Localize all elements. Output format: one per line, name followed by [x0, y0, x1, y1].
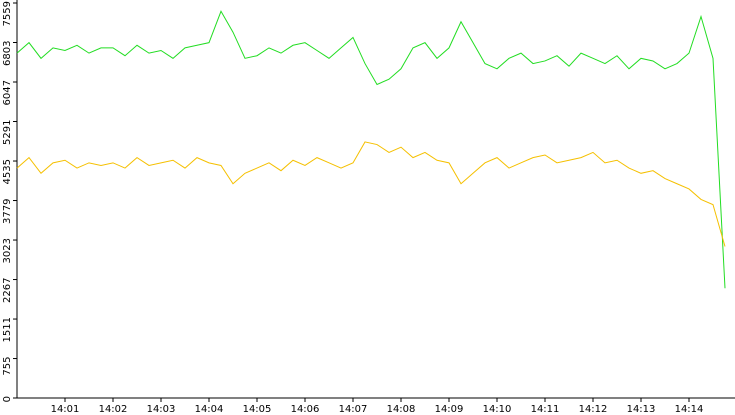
x-tick-label: 14:11 — [531, 404, 560, 415]
y-tick-label: 7559 — [2, 1, 13, 26]
x-tick-label: 14:01 — [51, 404, 80, 415]
x-tick-label: 14:05 — [243, 404, 272, 415]
y-tick-label: 0 — [2, 396, 13, 402]
y-tick-label: 6047 — [2, 80, 13, 105]
y-tick-label: 3023 — [2, 238, 13, 263]
x-tick-label: 14:10 — [483, 404, 512, 415]
series-line — [16, 141, 726, 247]
y-tick-label: 4535 — [2, 159, 13, 184]
x-tick-label: 14:03 — [147, 404, 176, 415]
y-tick-label: 755 — [2, 357, 13, 376]
y-tick-label: 1511 — [2, 317, 13, 342]
x-tick-label: 14:04 — [195, 404, 224, 415]
x-tick-label: 14:14 — [675, 404, 704, 415]
x-tick-label: 14:09 — [435, 404, 464, 415]
x-tick-label: 14:02 — [99, 404, 128, 415]
y-tick-label: 3779 — [2, 199, 13, 224]
x-tick-label: 14:12 — [579, 404, 608, 415]
y-tick-label: 5291 — [2, 120, 13, 145]
y-tick-label: 6803 — [2, 41, 13, 66]
x-tick-label: 14:07 — [339, 404, 368, 415]
series-line — [16, 10, 726, 289]
x-tick-label: 14:06 — [291, 404, 320, 415]
x-tick-label: 14:08 — [387, 404, 416, 415]
y-tick-label: 2267 — [2, 278, 13, 303]
x-tick-label: 14:13 — [627, 404, 656, 415]
